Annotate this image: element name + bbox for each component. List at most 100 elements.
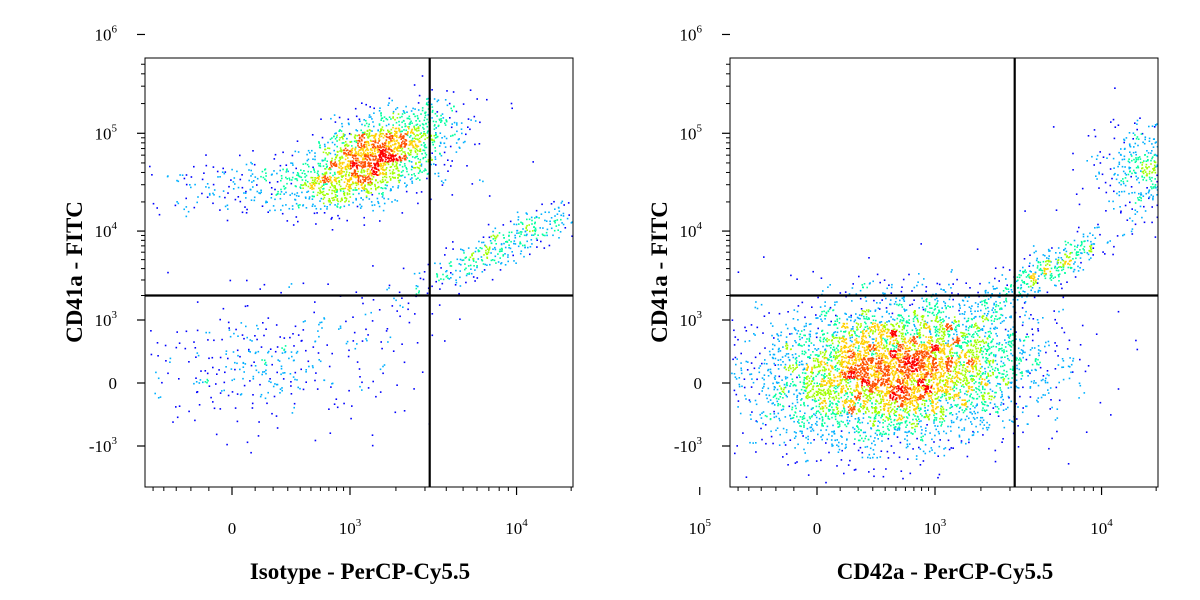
event-dot	[1058, 275, 1060, 278]
event-dot	[975, 315, 977, 318]
event-dot	[397, 113, 400, 115]
event-dot	[370, 148, 372, 150]
event-dot	[339, 206, 342, 208]
event-dot	[280, 373, 282, 376]
event-dot	[1120, 154, 1122, 156]
event-dot	[907, 332, 909, 334]
event-dot	[803, 417, 806, 420]
event-dot	[156, 207, 158, 209]
event-dot	[224, 205, 227, 208]
event-dot	[223, 172, 226, 175]
event-dot	[1050, 279, 1053, 281]
event-dot	[968, 438, 970, 441]
event-dot	[361, 175, 364, 177]
event-dot	[440, 121, 442, 123]
event-dot	[201, 192, 203, 195]
event-dot	[1132, 151, 1135, 154]
event-dot	[533, 229, 536, 231]
event-dot	[355, 175, 357, 177]
event-dot	[906, 443, 909, 446]
event-dot	[355, 197, 357, 200]
event-dot	[397, 169, 399, 172]
event-dot	[961, 429, 963, 431]
event-dot	[370, 116, 372, 118]
event-dot	[1031, 369, 1033, 372]
event-dot	[803, 379, 805, 381]
event-dot	[887, 457, 890, 459]
event-dot	[513, 260, 515, 262]
event-dot	[984, 290, 987, 292]
event-dot	[346, 193, 349, 196]
event-dot	[201, 178, 204, 181]
event-dot	[406, 184, 408, 186]
event-dot	[360, 205, 363, 208]
event-dot	[422, 157, 425, 159]
event-dot	[1015, 331, 1017, 333]
event-dot	[372, 380, 374, 383]
event-dot	[410, 130, 413, 132]
event-dot	[380, 128, 382, 131]
event-dot	[1144, 210, 1147, 212]
event-dot	[308, 196, 311, 198]
event-dot	[521, 222, 524, 224]
event-dot	[194, 419, 196, 422]
event-dot	[405, 190, 408, 193]
event-dot	[452, 241, 454, 243]
event-dot	[334, 179, 337, 181]
event-dot	[367, 178, 369, 181]
event-dot	[386, 136, 389, 139]
event-dot	[417, 172, 420, 174]
event-dot	[358, 192, 360, 195]
event-dot	[503, 242, 505, 245]
event-dot	[981, 409, 984, 412]
event-dot	[340, 175, 343, 177]
event-dot	[852, 426, 854, 429]
event-dot	[1066, 281, 1068, 283]
event-dot	[749, 373, 751, 376]
event-dot	[1005, 317, 1007, 319]
event-dot	[974, 412, 977, 415]
event-dot	[958, 434, 961, 437]
event-dot	[294, 325, 297, 328]
event-dot	[380, 187, 382, 189]
event-dot	[340, 168, 343, 170]
event-dot	[291, 179, 293, 181]
event-dot	[1020, 349, 1023, 351]
event-dot	[407, 173, 410, 176]
event-dot	[415, 192, 418, 194]
event-dot	[821, 320, 823, 322]
event-dot	[989, 413, 991, 415]
event-dot	[942, 289, 945, 291]
event-dot	[477, 258, 480, 260]
event-dot	[813, 344, 815, 346]
event-dot	[378, 205, 381, 208]
event-dot	[744, 340, 746, 343]
event-dot	[829, 356, 832, 358]
event-dot	[352, 172, 355, 175]
event-dot	[318, 146, 321, 149]
event-dot	[423, 119, 426, 122]
event-dot	[810, 442, 812, 444]
event-dot	[392, 157, 395, 159]
event-dot	[296, 172, 299, 174]
event-dot	[419, 161, 421, 163]
event-dot	[417, 285, 419, 288]
event-dot	[873, 453, 875, 455]
event-dot	[966, 320, 969, 322]
event-dot	[308, 198, 311, 200]
event-dot	[261, 170, 264, 173]
event-dot	[1054, 368, 1057, 370]
event-dot	[157, 355, 159, 357]
event-dot	[793, 309, 796, 311]
event-dot	[1113, 190, 1115, 193]
event-dot	[860, 429, 862, 432]
event-dot	[524, 246, 526, 249]
event-dot	[381, 179, 384, 181]
event-dot	[1025, 336, 1027, 338]
event-dot	[553, 200, 555, 203]
event-dot	[486, 98, 488, 101]
event-dot	[796, 278, 798, 280]
event-dot	[1028, 273, 1030, 276]
event-dot	[388, 137, 391, 140]
event-dot	[849, 337, 852, 339]
